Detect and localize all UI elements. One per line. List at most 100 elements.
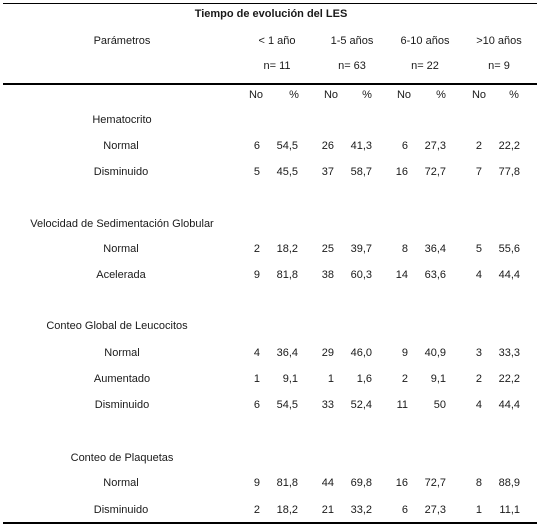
subheader-no: No [248,89,264,101]
cell-count: 1 [327,373,334,385]
cell-count: 8 [401,243,408,255]
cell-count: 38 [321,269,334,281]
cell-percent: 72,7 [424,166,446,178]
cell-count: 6 [253,399,260,411]
group-n: n= 9 [488,60,510,72]
row-label: Disminuido [93,504,149,516]
cell-percent: 45,5 [276,166,298,178]
cell-percent: 9,1 [430,373,446,385]
cell-percent: 44,4 [498,399,520,411]
cell-percent: 22,2 [498,140,520,152]
cell-percent: 36,4 [424,243,446,255]
row-label: Normal [103,243,139,255]
group-n: n= 11 [263,60,291,72]
cell-count: 2 [475,373,482,385]
cell-count: 6 [401,140,408,152]
cell-count: 4 [253,347,260,359]
row-label: Acelerada [96,269,146,281]
cell-percent: 41,3 [350,140,372,152]
table-title: Tiempo de evolución del LES [194,8,348,20]
cell-count: 9 [253,269,260,281]
cell-count: 2 [253,504,260,516]
cell-count: 37 [321,166,334,178]
subheader-percent: % [509,89,519,101]
cell-count: 4 [475,399,482,411]
parameters-header: Parámetros [93,35,151,47]
row-label: Disminuido [94,399,150,411]
group-label: 1-5 años [330,35,374,47]
cell-percent: 88,9 [498,477,520,489]
cell-percent: 1,6 [356,373,372,385]
group-n: n= 63 [338,60,366,72]
row-label: Normal [103,477,139,489]
top-rule [3,3,537,4]
cell-percent: 77,8 [498,166,520,178]
cell-count: 44 [321,477,334,489]
cell-count: 21 [321,504,334,516]
cell-percent: 18,2 [276,243,298,255]
cell-percent: 81,8 [276,477,298,489]
cell-count: 33 [321,399,334,411]
group-label: < 1 año [258,35,296,47]
cell-percent: 33,3 [498,347,520,359]
header-rule [3,83,537,85]
cell-count: 2 [253,243,260,255]
row-label: Disminuido [93,166,149,178]
subheader-no: No [396,89,412,101]
cell-percent: 44,4 [498,269,520,281]
cell-count: 6 [401,504,408,516]
cell-count: 2 [475,140,482,152]
cell-count: 11 [396,399,408,411]
cell-percent: 27,3 [424,140,446,152]
subheader-percent: % [289,89,299,101]
cell-percent: 63,6 [424,269,446,281]
cell-count: 9 [401,347,408,359]
cell-count: 26 [321,140,334,152]
cell-percent: 22,2 [498,373,520,385]
group-n: n= 22 [411,60,439,72]
cell-count: 6 [253,140,260,152]
cell-percent: 33,2 [350,504,372,516]
cell-percent: 46,0 [350,347,372,359]
row-label: Normal [104,347,140,359]
group-label: >10 años [476,35,522,47]
subheader-percent: % [362,89,372,101]
cell-percent: 39,7 [350,243,372,255]
cell-percent: 11,1 [499,504,520,516]
cell-count: 16 [395,477,408,489]
cell-count: 29 [321,347,334,359]
cell-percent: 9,1 [282,373,298,385]
cell-percent: 36,4 [276,347,298,359]
cell-count: 2 [401,373,408,385]
section-title: Conteo Global de Leucocitos [46,320,188,332]
cell-count: 25 [321,243,334,255]
group-label: 6-10 años [400,35,450,47]
cell-percent: 54,5 [276,140,298,152]
cell-percent: 72,7 [424,477,446,489]
cell-count: 7 [475,166,482,178]
cell-percent: 52,4 [350,399,372,411]
bottom-rule [3,522,537,524]
cell-percent: 40,9 [424,347,446,359]
subheader-no: No [323,89,339,101]
cell-count: 9 [253,477,260,489]
cell-count: 5 [253,166,260,178]
cell-percent: 18,2 [276,504,298,516]
cell-count: 16 [395,166,408,178]
cell-count: 3 [475,347,482,359]
cell-percent: 55,6 [498,243,520,255]
cell-percent: 58,7 [350,166,372,178]
cell-count: 8 [475,477,482,489]
subheader-no: No [471,89,487,101]
cell-count: 1 [475,504,482,516]
cell-percent: 60,3 [350,269,372,281]
section-title: Hematocrito [92,114,152,126]
cell-percent: 27,3 [424,504,446,516]
section-title: Conteo de Plaquetas [70,452,174,464]
cell-count: 5 [475,243,482,255]
cell-count: 1 [253,373,260,385]
subheader-percent: % [436,89,446,101]
cell-count: 4 [475,269,482,281]
cell-percent: 54,5 [276,399,298,411]
cell-percent: 69,8 [350,477,372,489]
